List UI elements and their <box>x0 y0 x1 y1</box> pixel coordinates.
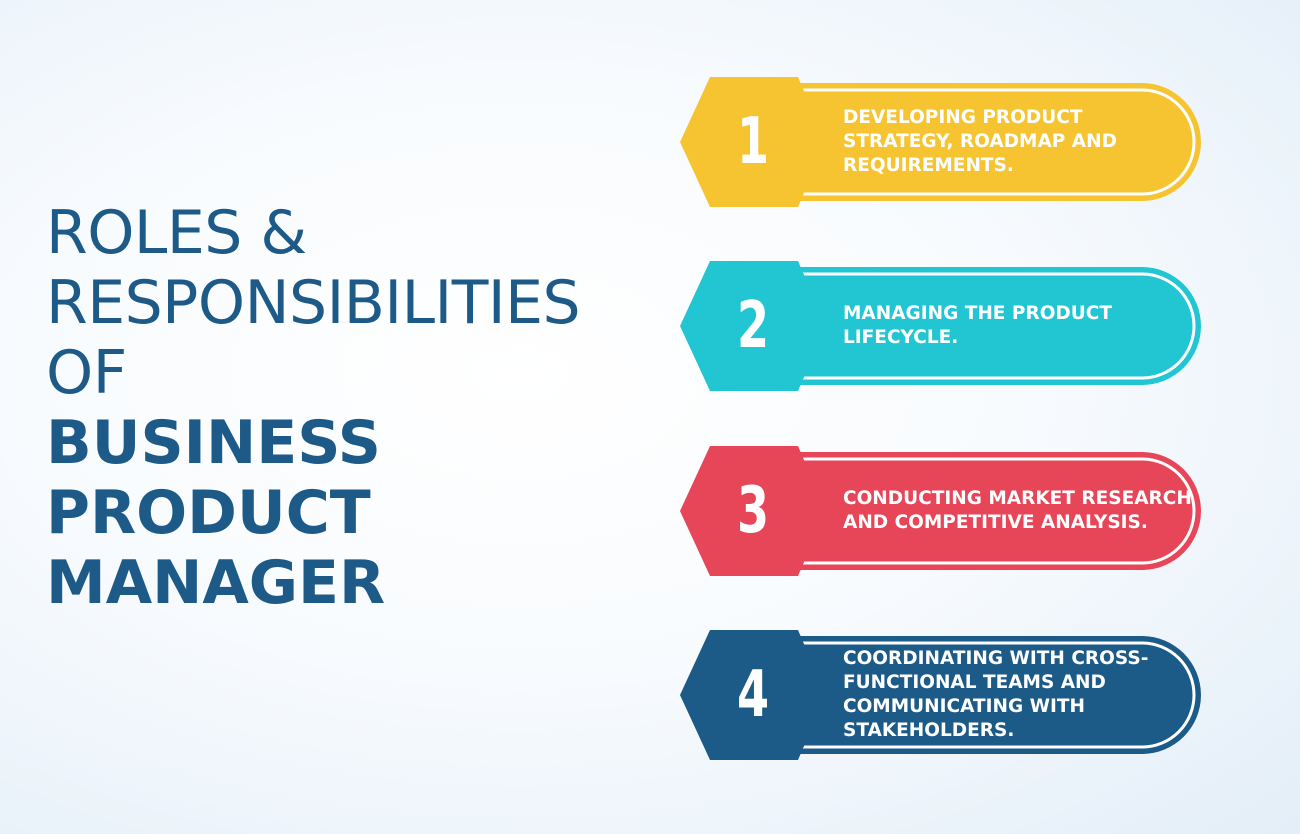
responsibility-item-2: 2 MANAGING THE PRODUCT LIFECYCLE. <box>680 261 1210 391</box>
item-text: MANAGING THE PRODUCT LIFECYCLE. <box>843 261 1195 391</box>
banner-ribbon <box>770 83 1201 201</box>
item-text-label: MANAGING THE PRODUCT LIFECYCLE. <box>843 303 1112 348</box>
title-line-of: OF <box>46 338 127 408</box>
banner-outline <box>790 641 1196 749</box>
banner-ribbon <box>770 452 1201 570</box>
hexagon-badge <box>680 77 826 207</box>
page-title: ROLES & RESPONSIBILITIES OF BUSINESS PRO… <box>46 198 581 618</box>
item-text: CONDUCTING MARKET RESEARCH AND COMPETITI… <box>843 446 1195 576</box>
item-number: 4 <box>736 658 770 732</box>
item-number: 3 <box>736 474 770 548</box>
banner-shape <box>680 446 1201 576</box>
hexagon-badge <box>680 446 826 576</box>
banner-shape <box>680 77 1201 207</box>
responsibility-item-4: 4 COORDINATING WITH CROSS-FUNCTIONAL TEA… <box>680 630 1210 760</box>
title-line-manager: MANAGER <box>46 548 386 618</box>
hexagon-badge <box>680 261 826 391</box>
title-line-responsibilities: RESPONSIBILITIES <box>46 268 581 338</box>
item-text-label: CONDUCTING MARKET RESEARCH AND COMPETITI… <box>843 488 1192 533</box>
title-line-roles: ROLES & <box>46 198 307 268</box>
banner-ribbon <box>770 267 1201 385</box>
banner-ribbon <box>770 636 1201 754</box>
title-line-business: BUSINESS <box>46 408 381 478</box>
item-number: 2 <box>736 289 770 363</box>
item-text: COORDINATING WITH CROSS-FUNCTIONAL TEAMS… <box>843 630 1195 760</box>
item-text-label: COORDINATING WITH CROSS-FUNCTIONAL TEAMS… <box>843 648 1149 741</box>
banner-outline <box>790 272 1196 380</box>
banner-shape <box>680 261 1201 391</box>
title-line-product: PRODUCT <box>46 478 371 548</box>
banner-outline <box>790 457 1196 565</box>
item-number: 1 <box>736 105 770 179</box>
item-text-label: DEVELOPING PRODUCT STRATEGY, ROADMAP AND… <box>843 107 1117 176</box>
responsibility-item-3: 3 CONDUCTING MARKET RESEARCH AND COMPETI… <box>680 446 1210 576</box>
banner-shape <box>680 630 1201 760</box>
responsibility-item-1: 1 DEVELOPING PRODUCT STRATEGY, ROADMAP A… <box>680 77 1210 207</box>
hexagon-badge <box>680 630 826 760</box>
banner-outline <box>790 88 1196 196</box>
item-text: DEVELOPING PRODUCT STRATEGY, ROADMAP AND… <box>843 77 1195 207</box>
